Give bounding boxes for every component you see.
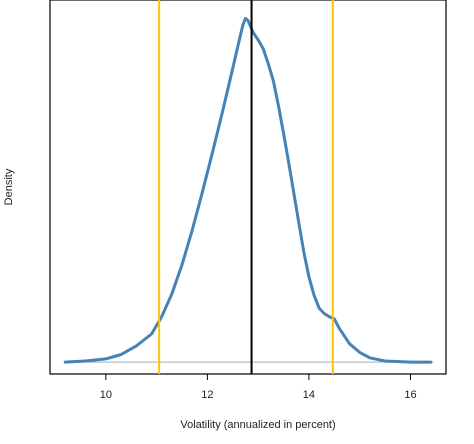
y-axis-label: Density — [3, 168, 15, 205]
density-curve — [63, 16, 433, 364]
x-tick-label: 14 — [303, 389, 315, 401]
x-tick-label: 12 — [201, 389, 213, 401]
x-axis: 10 12 14 16 — [100, 374, 417, 401]
x-tick-label: 16 — [404, 389, 416, 401]
x-axis-label: Volatility (annualized in percent) — [180, 419, 335, 431]
plot-frame — [49, 0, 447, 375]
x-tick-label: 10 — [100, 389, 112, 401]
chart-marks — [63, 0, 434, 374]
plot-area — [49, 0, 447, 375]
